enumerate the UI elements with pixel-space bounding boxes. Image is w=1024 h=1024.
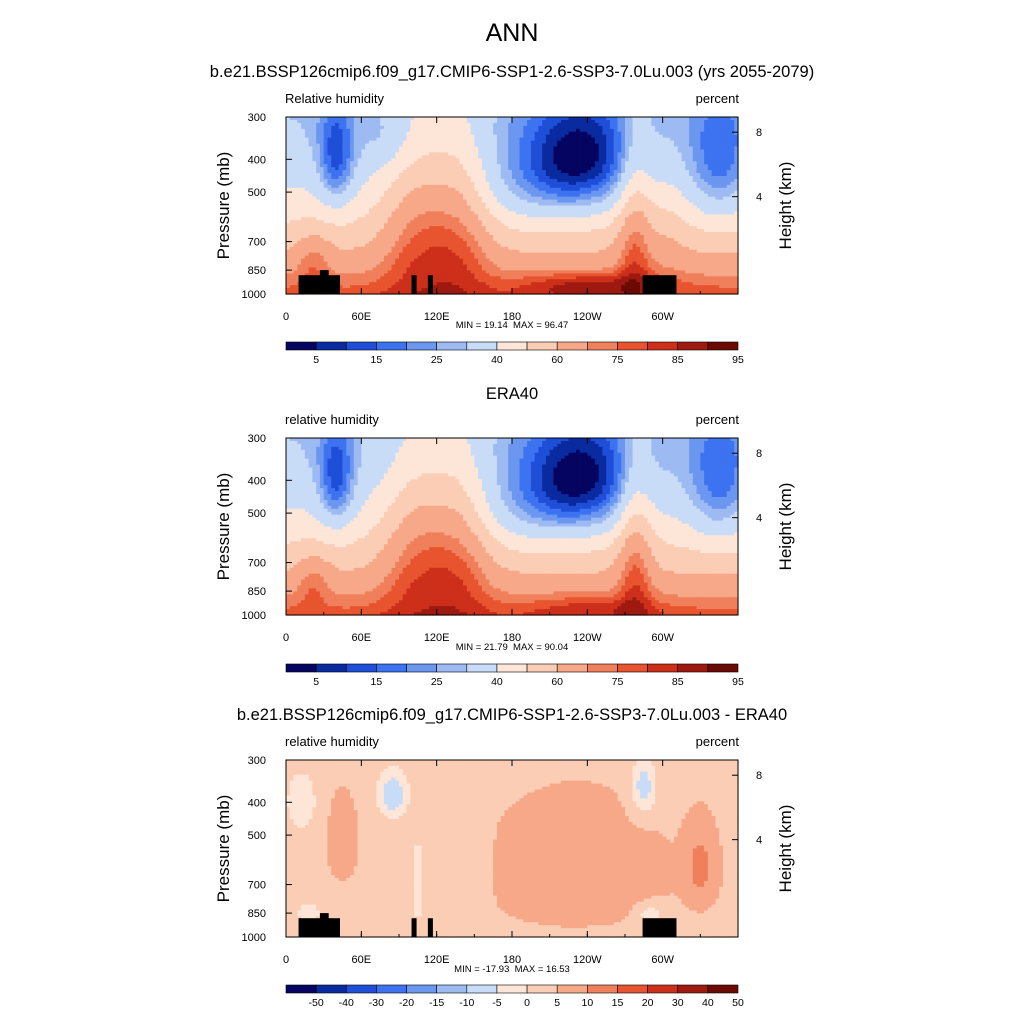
chart-panel-1: 0 60E 120E 180 120W 60W300400500700850100084P… <box>214 112 795 366</box>
heatmap-field <box>286 117 739 295</box>
